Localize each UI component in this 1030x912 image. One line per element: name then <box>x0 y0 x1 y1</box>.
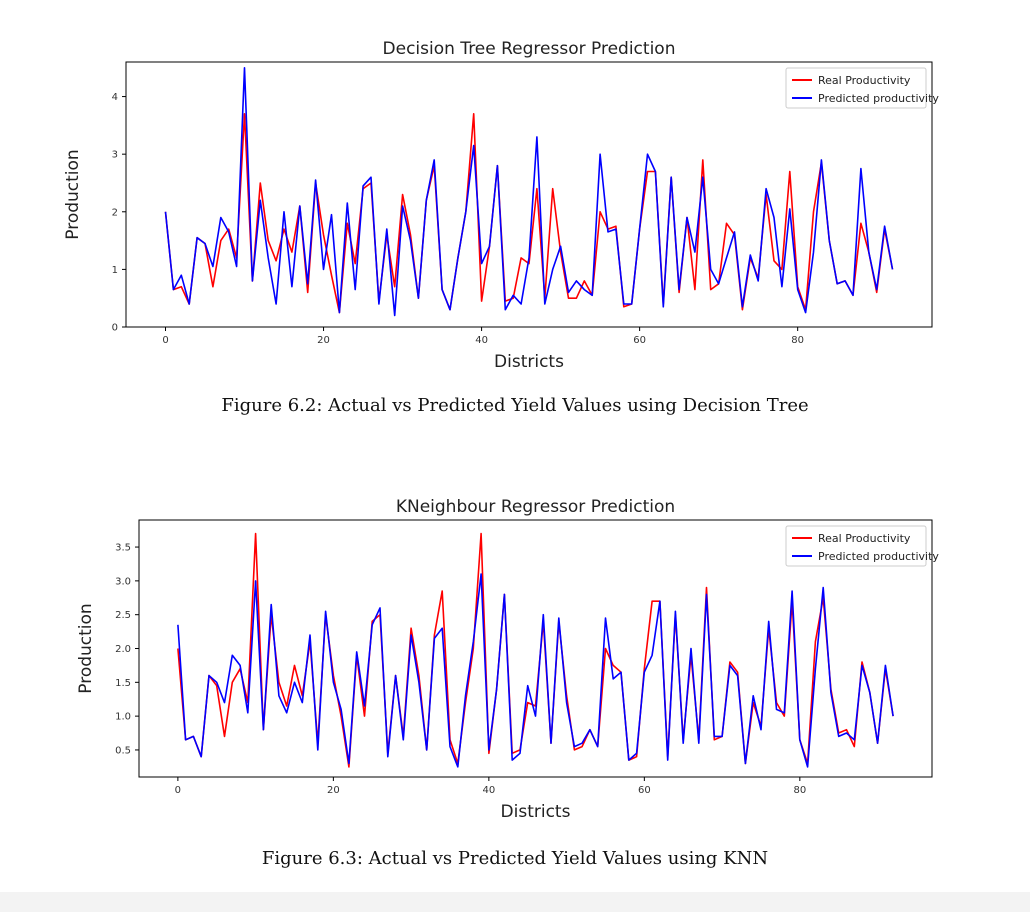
series-line-real-productivity <box>164 113 894 314</box>
chart-title: KNeighbour Regressor Prediction <box>396 497 675 517</box>
series-line-predicted-productivity <box>177 573 894 768</box>
x-tick-label: 20 <box>317 335 330 346</box>
y-tick-label: 3 <box>112 150 118 161</box>
page-footer-bar <box>0 892 1030 912</box>
x-tick-label: 40 <box>475 335 488 346</box>
x-tick-label: 80 <box>791 335 804 346</box>
legend-box <box>785 525 927 567</box>
x-tick-label: 0 <box>175 785 181 796</box>
legend-label: Predicted productivity <box>818 92 939 105</box>
x-tick-label: 20 <box>327 785 340 796</box>
legend-label: Predicted productivity <box>818 550 939 563</box>
y-axis-label: Production <box>63 149 83 239</box>
legend: Real Productivity Predicted productivity <box>785 525 939 567</box>
figure-knn: KNeighbour Regressor Prediction 0 20 40 60 80… <box>0 455 1030 885</box>
legend-label: Real Productivity <box>818 532 911 545</box>
y-tick-label: 0.5 <box>115 745 131 756</box>
chart-title: Decision Tree Regressor Prediction <box>383 39 676 59</box>
y-tick-label: 4 <box>112 92 118 103</box>
x-axis-label: Districts <box>494 352 564 372</box>
figure-decision-tree: Decision Tree Regressor Prediction 0 20 40 6… <box>0 0 1030 440</box>
x-tick-label: 40 <box>482 785 495 796</box>
y-tick-label: 1 <box>112 265 118 276</box>
figure-caption: Figure 6.2: Actual vs Predicted Yield Va… <box>221 395 809 416</box>
plot-area-frame <box>125 61 933 328</box>
legend-label: Real Productivity <box>818 74 911 87</box>
x-tick-label: 60 <box>633 335 646 346</box>
x-tick-label: 80 <box>793 785 806 796</box>
x-tick-label: 0 <box>162 335 168 346</box>
y-tick-label: 3.0 <box>115 576 131 587</box>
y-tick-label: 0 <box>112 323 118 334</box>
figure-caption: Figure 6.3: Actual vs Predicted Yield Va… <box>261 848 769 869</box>
x-axis-label: Districts <box>501 802 571 822</box>
series-line-real-productivity <box>177 532 894 768</box>
y-tick-label: 2.0 <box>115 644 131 655</box>
y-tick-label: 2 <box>112 207 118 218</box>
legend-box <box>785 67 927 109</box>
y-tick-label: 2.5 <box>115 610 131 621</box>
knn-chart: KNeighbour Regressor Prediction 0 20 40 60 80… <box>76 497 939 822</box>
series-line-predicted-productivity <box>164 67 894 317</box>
y-tick-label: 1.0 <box>115 712 131 723</box>
x-tick-label: 60 <box>638 785 651 796</box>
y-tick-label: 1.5 <box>115 678 131 689</box>
legend: Real Productivity Predicted productivity <box>785 67 939 109</box>
y-axis-label: Production <box>76 603 96 693</box>
y-tick-label: 3.5 <box>115 543 131 554</box>
